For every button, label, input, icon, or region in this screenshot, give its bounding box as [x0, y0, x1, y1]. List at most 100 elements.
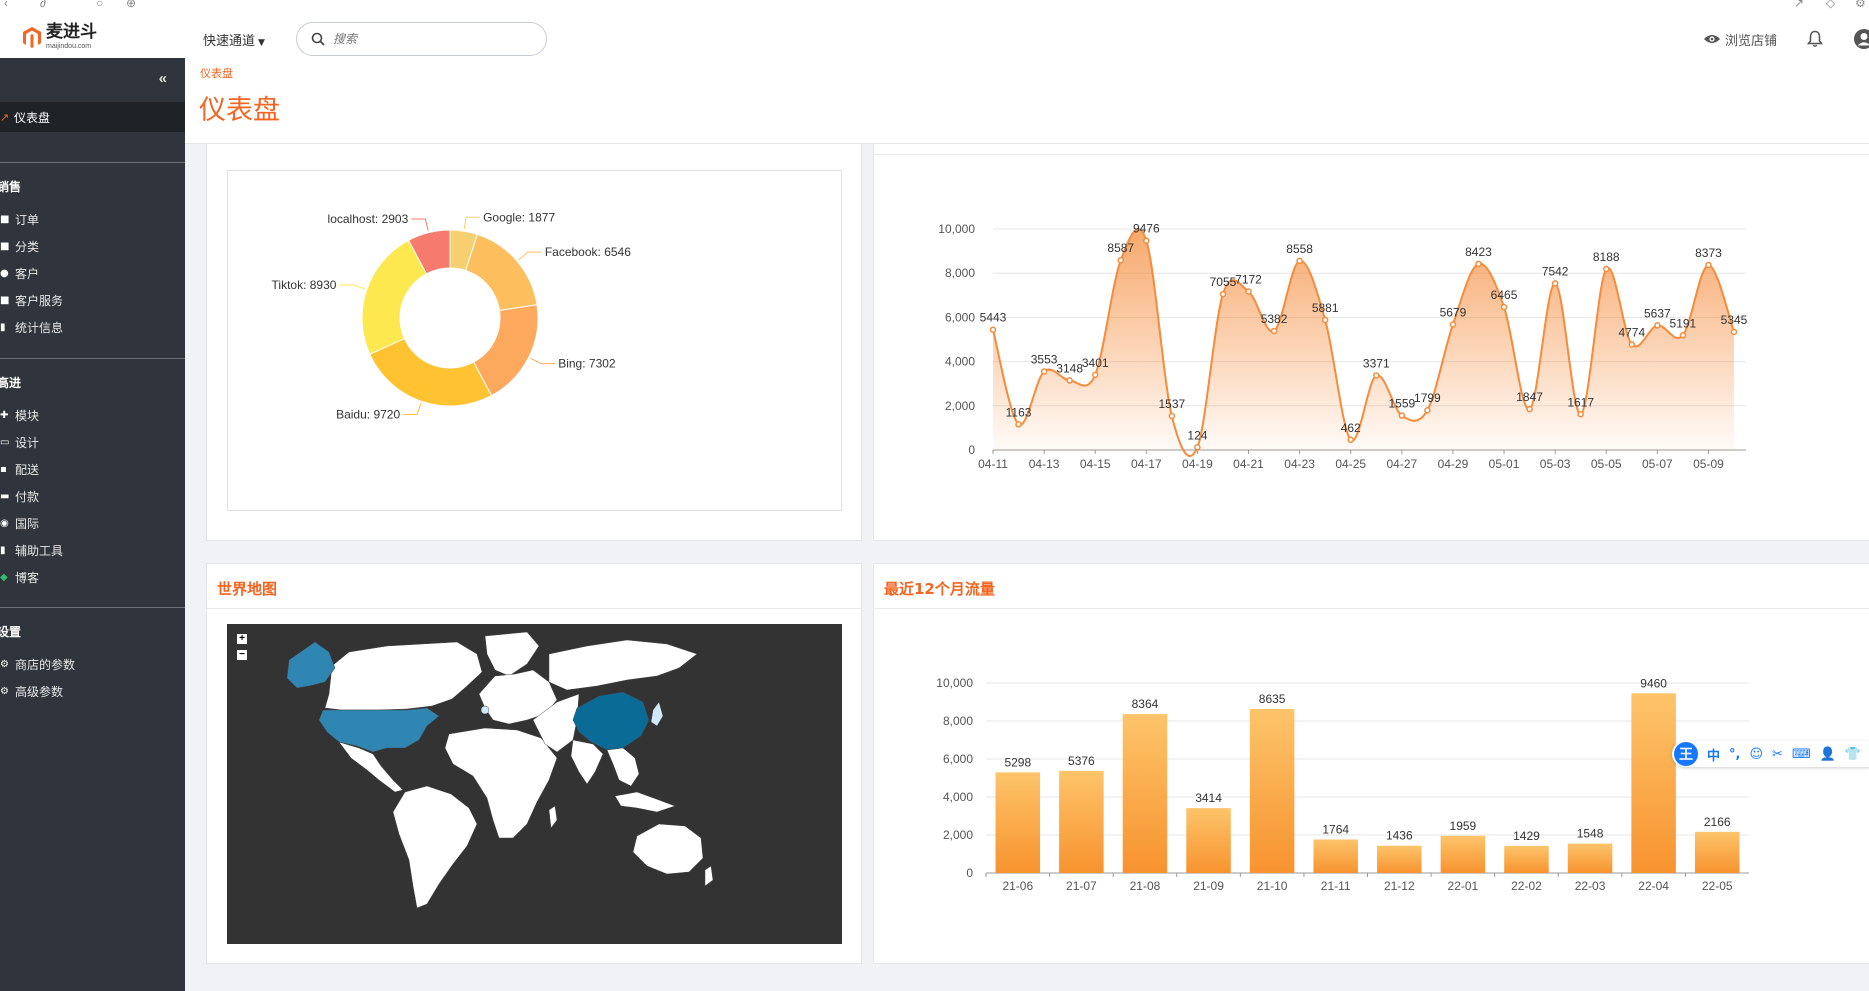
- sidebar-item-label: 博客: [15, 570, 40, 585]
- map-region-greenland[interactable]: [484, 631, 540, 677]
- quick-nav-dropdown[interactable]: 快速通道 ▼: [203, 30, 265, 49]
- logo-mark-icon: [23, 27, 41, 48]
- map-region-highlight-europe[interactable]: [480, 705, 490, 715]
- bar: [1186, 808, 1231, 873]
- x-tick-label: 21-12: [1384, 879, 1415, 893]
- data-point: [1143, 237, 1150, 244]
- x-tick-label: 22-04: [1638, 879, 1669, 893]
- sidebar-item-customer-service[interactable]: ■ 客户服务: [0, 289, 63, 311]
- sidebar-item-payment[interactable]: ▬ 付款: [0, 485, 39, 507]
- sidebar-item-modules[interactable]: ✚ 模块: [0, 404, 39, 426]
- ime-scissors-icon[interactable]: ✂: [1772, 746, 1783, 762]
- map-zoom-out-button[interactable]: −: [237, 650, 247, 660]
- sidebar-item-categories[interactable]: ■ 分类: [0, 235, 39, 257]
- donut-slice: [464, 233, 538, 312]
- sidebar-item-blog[interactable]: ◆ 博客: [0, 566, 39, 588]
- y-tick-label: 10,000: [936, 676, 973, 690]
- sidebar-item-shipping[interactable]: ▪ 配送: [0, 458, 39, 480]
- sidebar-item-international[interactable]: ◉ 国际: [0, 512, 39, 534]
- logo-subtitle: maijindou.com: [46, 43, 92, 50]
- sidebar-item-tools[interactable]: ▮ 辅助工具: [0, 539, 63, 561]
- ime-logo-icon[interactable]: 王: [1674, 742, 1698, 766]
- data-point: [1705, 261, 1712, 269]
- map-region-alaska[interactable]: [286, 641, 336, 689]
- sidebar-item-design[interactable]: ▭ 设计: [0, 431, 39, 453]
- y-tick-label: 6,000: [945, 310, 975, 324]
- site-logo[interactable]: 麦进斗 maijindou.com: [22, 24, 97, 50]
- map-region-china[interactable]: [572, 691, 650, 751]
- data-label: 5637: [1644, 306, 1671, 320]
- map-region-japan[interactable]: [650, 701, 664, 727]
- map-region-canada[interactable]: [324, 641, 483, 711]
- map-region-africa[interactable]: [444, 727, 558, 839]
- collapse-sidebar-icon[interactable]: «: [158, 70, 167, 87]
- ime-keyboard-icon[interactable]: ⌨: [1791, 746, 1811, 762]
- view-store-link[interactable]: 浏览店铺: [1703, 30, 1777, 49]
- credit-card-icon: ▬: [0, 490, 10, 502]
- map-region-madagascar[interactable]: [548, 805, 558, 829]
- map-region-south-america[interactable]: [392, 785, 478, 909]
- sidebar-item-advanced-params[interactable]: ⚙ 高级参数: [0, 680, 63, 702]
- map-region-middle-east-central-asia[interactable]: [532, 693, 580, 753]
- refresh-icon[interactable]: ○: [96, 0, 104, 10]
- world-map[interactable]: + −: [227, 624, 842, 944]
- bell-icon[interactable]: [1807, 30, 1823, 48]
- x-tick-label: 04-29: [1438, 457, 1469, 471]
- ime-punctuation-toggle[interactable]: °,: [1729, 746, 1741, 762]
- map-zoom-in-button[interactable]: +: [237, 634, 247, 644]
- monitor-icon: ▭: [0, 436, 10, 448]
- data-label: 3401: [1082, 356, 1109, 370]
- search-input[interactable]: [333, 30, 533, 48]
- data-point: [1321, 316, 1329, 324]
- data-label: 7542: [1542, 264, 1569, 278]
- wrench-icon: ▮: [0, 544, 6, 556]
- map-region-indonesia[interactable]: [614, 791, 676, 813]
- sidebar-item-dashboard[interactable]: ↗ 仪表盘: [0, 102, 185, 132]
- breadcrumb[interactable]: 仪表盘: [200, 67, 233, 80]
- ime-language-toggle[interactable]: 中: [1707, 748, 1721, 764]
- sidebar-item-store-params[interactable]: ⚙ 商店的参数: [0, 653, 75, 675]
- top-header: 麦进斗 maijindou.com 快速通道▼ 浏览店铺: [0, 14, 1869, 64]
- sidebar-item-label: 高级参数: [15, 684, 64, 699]
- map-region-russia[interactable]: [548, 639, 698, 691]
- sidebar-section-title: 设置: [0, 625, 22, 639]
- bar: [1122, 714, 1168, 873]
- donut-slice-label: Baidu: 9720: [336, 408, 400, 422]
- bar: [1694, 831, 1740, 873]
- map-region-india[interactable]: [570, 739, 604, 785]
- x-tick-label: 21-10: [1257, 879, 1288, 893]
- data-point: [1424, 406, 1431, 414]
- bar-value-label: 8635: [1259, 692, 1286, 706]
- donut-leader-line: [518, 251, 542, 261]
- user-avatar-icon[interactable]: [1853, 28, 1869, 50]
- globe-icon[interactable]: ⊕: [126, 0, 137, 10]
- data-label: 5443: [980, 311, 1007, 325]
- x-tick-label: 05-01: [1489, 457, 1520, 471]
- cube-icon[interactable]: ◇: [1826, 0, 1836, 10]
- x-tick-label: 22-03: [1575, 879, 1606, 893]
- ime-toolbar[interactable]: 王 中 °, ☺ ✂ ⌨ 👤 👕: [1672, 741, 1869, 767]
- ime-skin-icon[interactable]: 👕: [1844, 746, 1862, 762]
- map-region-usa[interactable]: [318, 707, 440, 753]
- link-icon[interactable]: ∂: [40, 0, 46, 10]
- panel-divider: [207, 608, 861, 609]
- sidebar-item-orders[interactable]: ■ 订单: [0, 208, 39, 230]
- ime-user-icon[interactable]: 👤: [1819, 746, 1836, 762]
- sidebar-item-statistics[interactable]: ▮ 统计信息: [0, 316, 63, 338]
- y-tick-label: 4,000: [943, 790, 973, 804]
- map-region-mexico-central-america[interactable]: [338, 741, 404, 793]
- map-region-southeast-asia[interactable]: [606, 747, 640, 787]
- sidebar-item-label: 商店的参数: [15, 657, 76, 672]
- data-label: 8587: [1107, 241, 1134, 255]
- map-region-australia[interactable]: [632, 823, 704, 875]
- settings-icon[interactable]: ⚙: [1855, 0, 1866, 10]
- chat-icon: ■: [0, 294, 10, 306]
- back-icon[interactable]: ‹: [4, 0, 8, 10]
- x-tick-label: 21-09: [1193, 879, 1224, 893]
- ime-emoji-icon[interactable]: ☺: [1749, 746, 1764, 762]
- search-box[interactable]: [296, 22, 547, 56]
- trend-icon[interactable]: ↗: [1794, 0, 1805, 10]
- sidebar-item-customers[interactable]: ● 客户: [0, 262, 39, 284]
- y-tick-label: 4,000: [945, 355, 975, 369]
- map-region-new-zealand[interactable]: [704, 865, 714, 887]
